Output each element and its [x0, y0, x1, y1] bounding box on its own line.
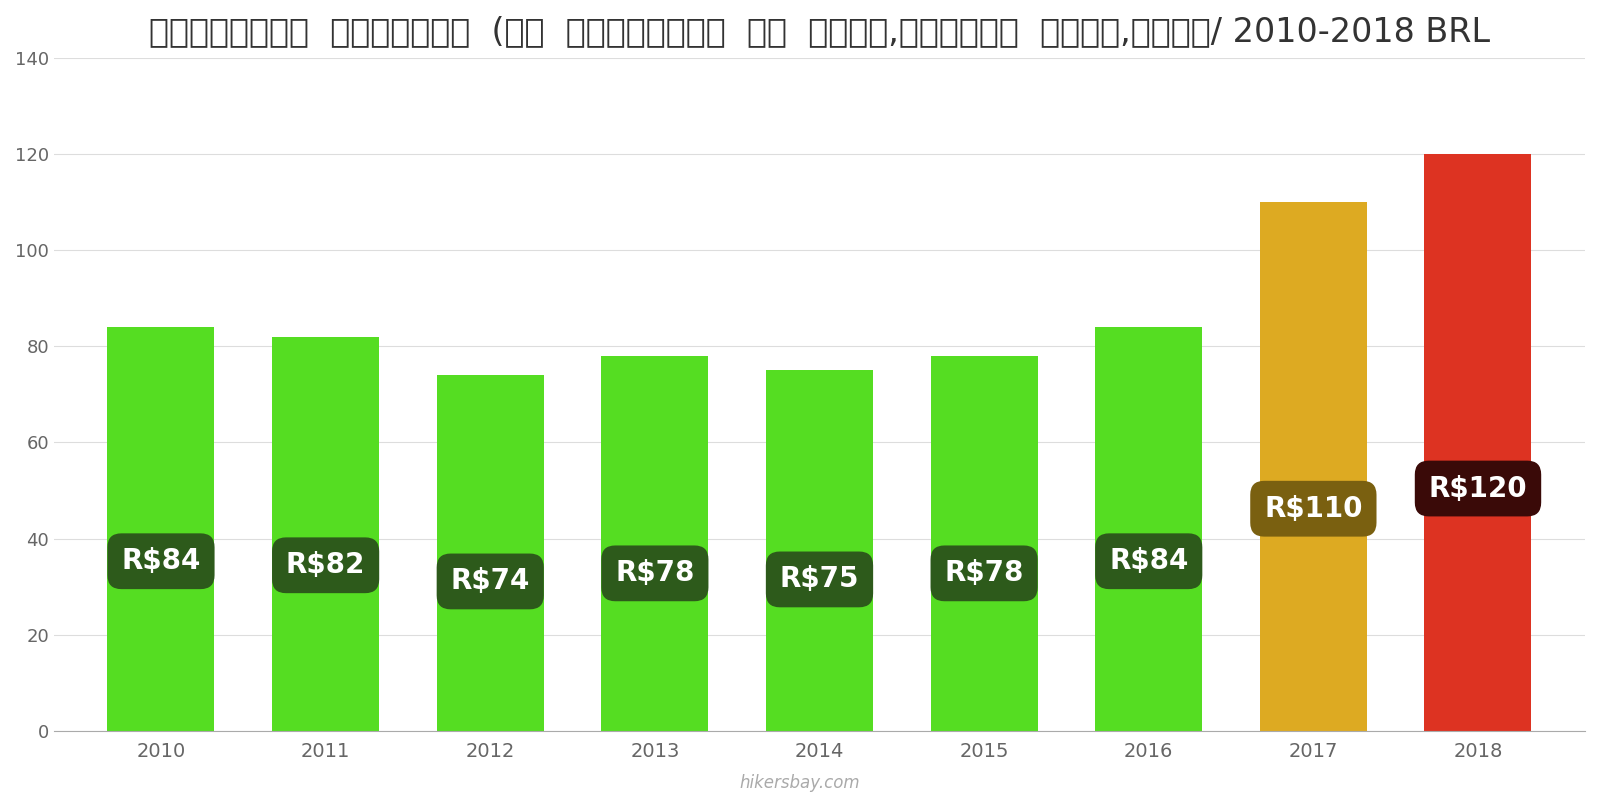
Bar	[437, 375, 544, 731]
Bar	[931, 356, 1038, 731]
Text: R$84: R$84	[1109, 547, 1189, 575]
Bar	[1259, 202, 1366, 731]
Bar	[1424, 154, 1531, 731]
Bar	[107, 327, 214, 731]
Text: R$78: R$78	[944, 559, 1024, 587]
Text: R$84: R$84	[122, 547, 200, 575]
Text: R$74: R$74	[451, 567, 530, 595]
Text: R$75: R$75	[779, 566, 859, 594]
Bar	[602, 356, 709, 731]
Bar	[272, 337, 379, 731]
Bar	[1096, 327, 1202, 731]
Text: hikersbay.com: hikersbay.com	[739, 774, 861, 792]
Text: R$82: R$82	[286, 551, 365, 579]
Title: ब्राज़ील  इंटरनेट  (๠०  एमबीपीएस  या  अधिक,असीमित  डेटा,केबल/ 2010-2018 BRL: ब्राज़ील इंटरनेट (๠० एमबीपीएस या अधिक,अस…	[149, 15, 1490, 48]
Bar	[766, 370, 874, 731]
Text: R$110: R$110	[1264, 494, 1363, 522]
Text: R$120: R$120	[1429, 474, 1528, 502]
Text: R$78: R$78	[614, 559, 694, 587]
